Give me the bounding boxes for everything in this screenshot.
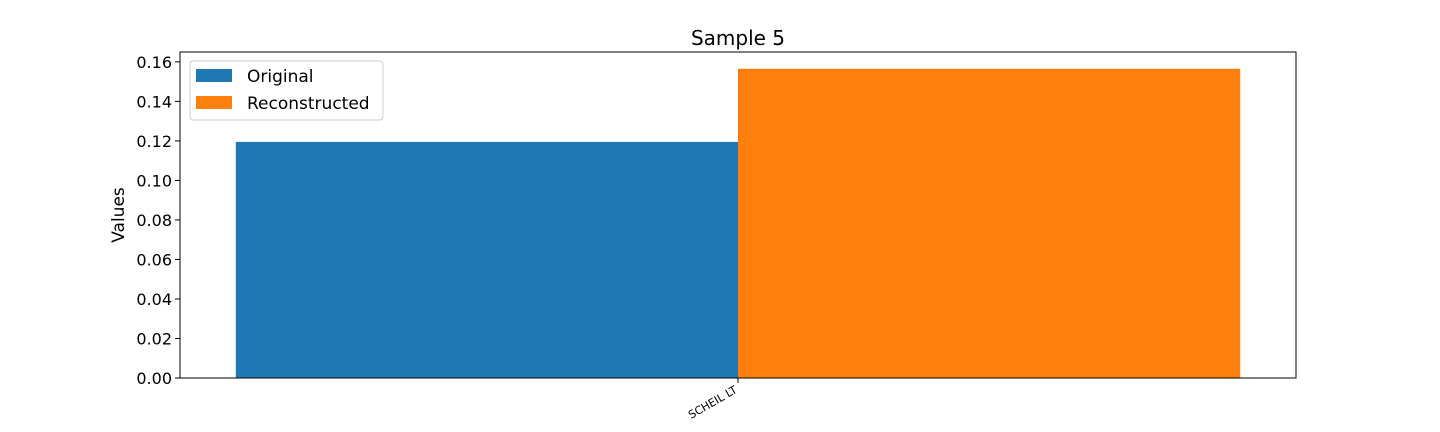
y-tick-label: 0.12 [136, 132, 172, 151]
x-tick-label: SCHEIL LT [686, 383, 740, 421]
y-tick-label: 0.04 [136, 290, 172, 309]
chart-title: Sample 5 [691, 26, 785, 50]
legend-label-original: Original [247, 67, 314, 87]
y-axis-label: Values [109, 187, 129, 243]
bars-group [235, 68, 1241, 378]
x-axis: SCHEIL LT [686, 378, 740, 422]
y-tick-label: 0.14 [136, 92, 172, 111]
bar-original [235, 141, 739, 378]
bar-reconstructed [738, 68, 1241, 378]
legend-swatch-reconstructed [196, 96, 232, 109]
legend-box [189, 60, 384, 121]
legend-label-reconstructed: Reconstructed [247, 94, 370, 114]
legend: Original Reconstructed [189, 60, 384, 121]
y-tick-label: 0.00 [136, 369, 172, 388]
y-tick-label: 0.16 [136, 53, 172, 72]
y-tick-label: 0.06 [136, 250, 172, 269]
y-tick-label: 0.02 [136, 329, 172, 348]
y-tick-label: 0.08 [136, 211, 172, 230]
y-axis: 0.00 0.02 0.04 0.06 0.08 0.10 0.12 0.14 0.16 [136, 53, 180, 388]
y-tick-label: 0.10 [136, 171, 172, 190]
legend-swatch-original [196, 69, 232, 82]
